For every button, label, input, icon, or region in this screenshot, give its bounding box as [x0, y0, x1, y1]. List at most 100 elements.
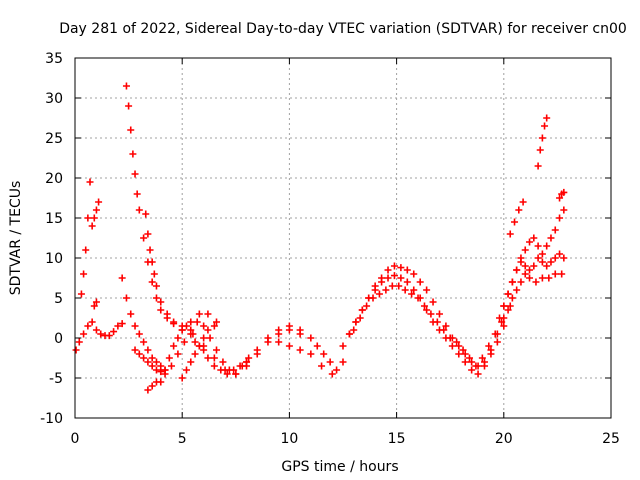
data-point [534, 254, 542, 262]
data-point [182, 322, 190, 330]
data-point [150, 270, 158, 278]
data-point [187, 358, 195, 366]
data-point [84, 322, 92, 330]
data-point [217, 366, 225, 374]
data-point [511, 218, 519, 226]
data-point [144, 358, 152, 366]
data-point [517, 278, 525, 286]
data-point [481, 358, 489, 366]
data-point [90, 214, 98, 222]
data-point [333, 366, 341, 374]
series-arc-l [275, 338, 347, 378]
data-point [468, 366, 476, 374]
x-tick-label: 15 [388, 431, 406, 447]
data-point [543, 114, 551, 122]
data-point [429, 298, 437, 306]
data-point [135, 330, 143, 338]
data-point [397, 274, 405, 282]
data-point [496, 314, 504, 322]
data-point [498, 318, 506, 326]
data-point [144, 230, 152, 238]
data-point [92, 326, 100, 334]
data-point [390, 262, 398, 270]
data-point [423, 306, 431, 314]
data-point [97, 330, 105, 338]
data-point [493, 338, 501, 346]
data-point [174, 334, 182, 342]
data-point [390, 272, 398, 280]
data-point [296, 326, 304, 334]
data-point [560, 188, 568, 196]
data-point [513, 286, 521, 294]
data-point [519, 198, 527, 206]
data-point [77, 290, 85, 298]
data-point [541, 122, 549, 130]
data-point [152, 366, 160, 374]
data-point [144, 346, 152, 354]
data-point [206, 334, 214, 342]
data-point [144, 386, 152, 394]
data-point [114, 322, 122, 330]
data-point [140, 338, 148, 346]
data-point [307, 350, 315, 358]
data-point [543, 262, 551, 270]
data-point [485, 342, 493, 350]
data-point [517, 258, 525, 266]
data-point [236, 362, 244, 370]
data-point [86, 178, 94, 186]
data-point [187, 318, 195, 326]
data-point [560, 206, 568, 214]
data-point [243, 358, 251, 366]
y-tick-label: 10 [45, 251, 63, 267]
data-point [384, 266, 392, 274]
data-point [219, 358, 227, 366]
data-point [245, 354, 253, 362]
data-point [296, 346, 304, 354]
data-point [167, 362, 175, 370]
data-point [307, 334, 315, 342]
data-point [556, 194, 564, 202]
data-point [157, 368, 165, 376]
data-point [148, 278, 156, 286]
data-point [442, 322, 450, 330]
x-tick-label: 10 [280, 431, 298, 447]
data-point [538, 258, 546, 266]
data-point [129, 150, 137, 158]
data-point [560, 254, 568, 262]
data-point [213, 346, 221, 354]
data-point [378, 274, 386, 282]
data-point [131, 346, 139, 354]
data-point [339, 342, 347, 350]
data-point [146, 246, 154, 254]
data-point [275, 338, 283, 346]
data-point [170, 342, 178, 350]
series-arc-i [144, 322, 251, 394]
data-point [453, 338, 461, 346]
data-point [326, 358, 334, 366]
data-point [551, 254, 559, 262]
data-point [551, 226, 559, 234]
data-point [459, 346, 467, 354]
data-point [125, 102, 133, 110]
data-point [504, 306, 512, 314]
data-point [118, 274, 126, 282]
data-point [253, 346, 261, 354]
data-point [414, 294, 422, 302]
data-point [264, 334, 272, 342]
data-point [384, 274, 392, 282]
data-point [556, 214, 564, 222]
series-arc-r [508, 270, 566, 302]
data-point [82, 246, 90, 254]
series-arc-k [243, 322, 341, 374]
x-tick-label: 0 [71, 431, 80, 447]
data-point [84, 214, 92, 222]
data-point [75, 338, 83, 346]
series-arc-c [88, 198, 103, 230]
data-point [191, 350, 199, 358]
y-tick-label: 0 [54, 331, 63, 347]
series-arc-j [178, 322, 218, 382]
series-arc-o [350, 282, 512, 370]
data-point [187, 330, 195, 338]
data-point [135, 206, 143, 214]
data-point [448, 342, 456, 350]
